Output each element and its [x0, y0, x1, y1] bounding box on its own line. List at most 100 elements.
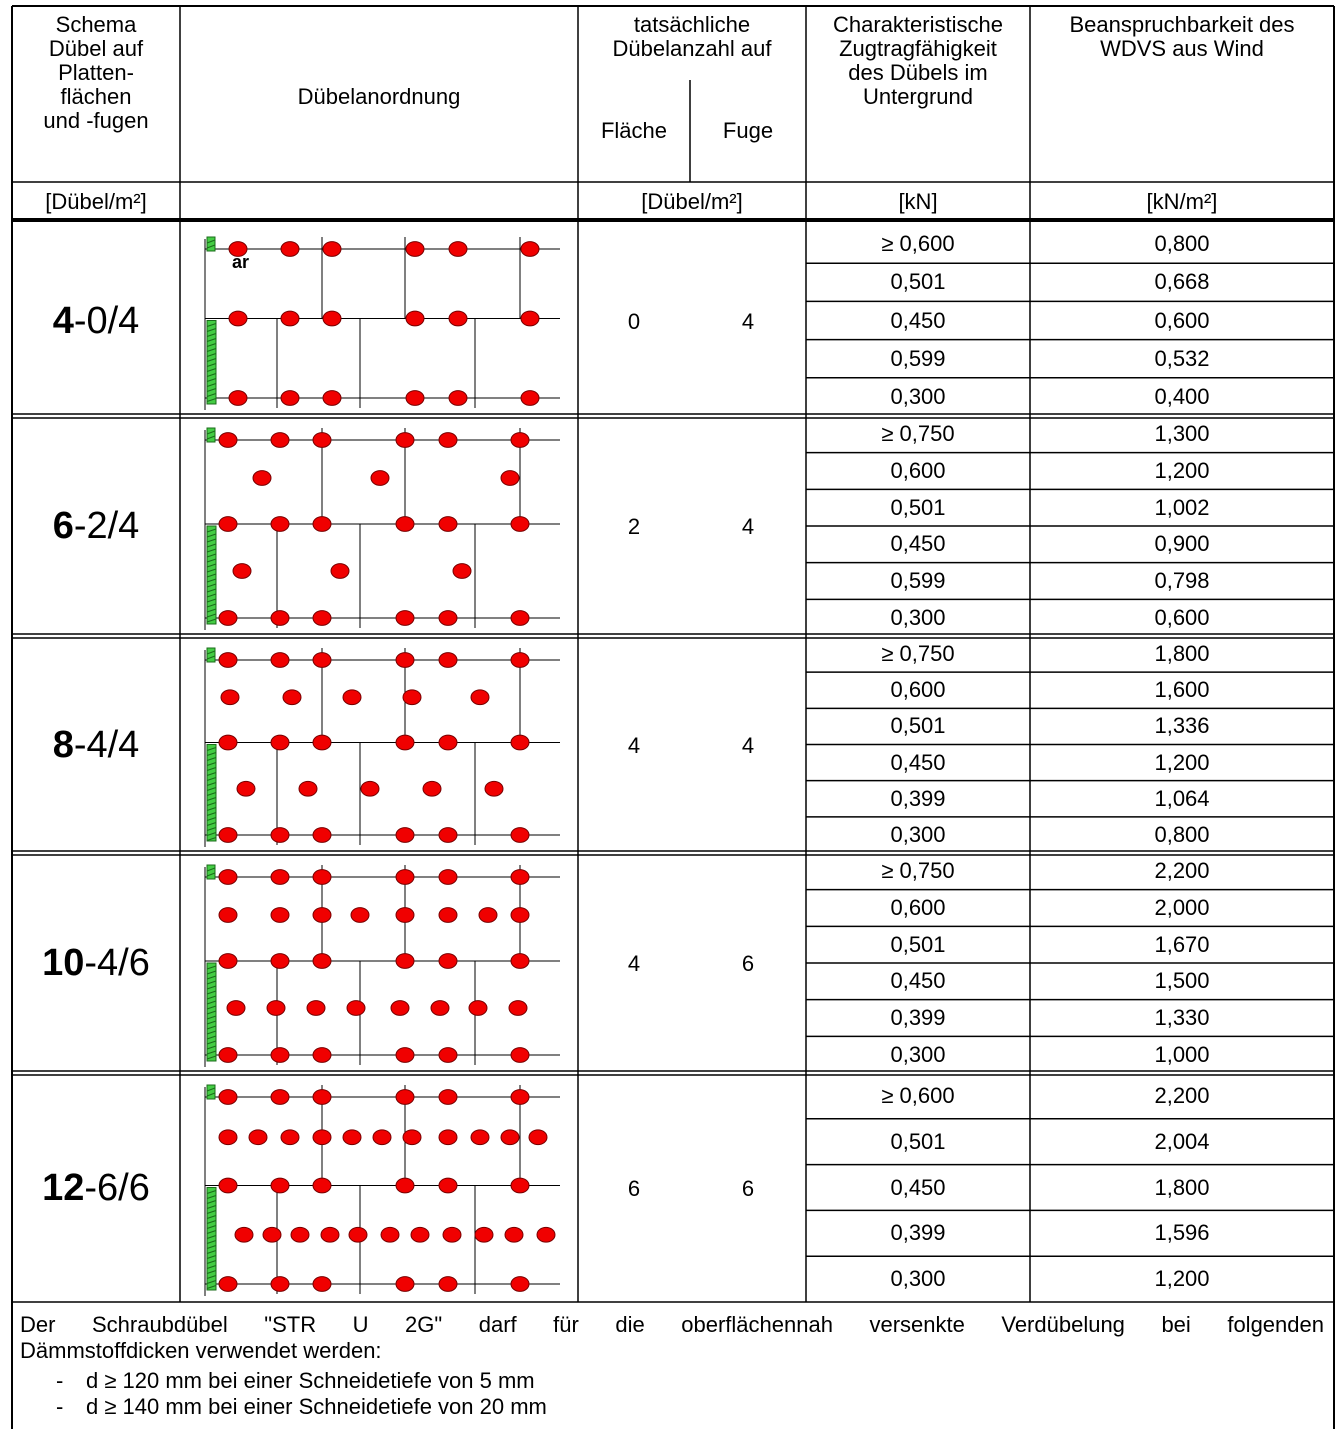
header-fuge: Fuge: [722, 118, 774, 143]
insulation-hatch: [206, 1280, 217, 1284]
char-value: 0,399: [890, 785, 946, 811]
dowel-dot: [470, 1129, 490, 1146]
dowel-dot: [510, 907, 530, 923]
dowel-dot: [312, 953, 332, 969]
dowel-dot: [478, 907, 498, 923]
dowel-dot: [410, 1226, 430, 1243]
dowel-dot: [474, 1226, 494, 1243]
dowel-dot: [228, 241, 248, 257]
dowel-dot: [270, 432, 290, 448]
insulation-hatch: [206, 1050, 217, 1055]
insulation-hatch: [206, 430, 216, 435]
dowel-dot: [218, 827, 238, 843]
dowel-dot: [218, 516, 238, 532]
wind-value: 0,532: [1154, 345, 1210, 371]
char-value: ≥ 0,750: [881, 421, 955, 447]
insulation-hatch: [206, 244, 216, 249]
note-line-2: Dämmstoffdicken verwendet werden:: [20, 1338, 382, 1363]
insulation-hatch: [206, 1195, 217, 1199]
dowel-dot: [312, 610, 332, 626]
insulation-hatch: [206, 393, 217, 397]
insulation-hatch: [206, 1285, 217, 1289]
count-flaeche: 4: [627, 951, 641, 976]
char-value: 0,300: [890, 821, 946, 847]
dowel-dot: [438, 432, 458, 448]
insulation-hatch: [206, 358, 217, 362]
dowel-dot: [270, 907, 290, 923]
dowel-dot: [218, 1129, 238, 1146]
wind-value: 1,600: [1154, 677, 1210, 703]
insulation-hatch: [206, 568, 217, 573]
dowel-dot: [510, 869, 530, 885]
schema-split: -6/6: [84, 1166, 150, 1209]
dowel-dot: [228, 390, 248, 406]
insulation-hatch: [206, 613, 217, 618]
insulation-hatch: [206, 1240, 217, 1244]
insulation-hatch: [206, 573, 217, 578]
char-value: 0,501: [890, 1128, 946, 1154]
insulation-hatch: [206, 1250, 217, 1254]
dowel-dot: [510, 1276, 530, 1292]
schema-label: 12-6/6: [12, 1168, 180, 1208]
dowel-dot: [312, 432, 332, 448]
insulation-hatch: [206, 822, 217, 826]
dowel-dot: [510, 432, 530, 448]
dowel-dot: [312, 516, 332, 532]
dowel-dot: [500, 1129, 520, 1146]
header-count-line: Dübelanzahl auf: [612, 36, 772, 61]
dowel-dot: [528, 1129, 548, 1146]
count-fuge: 4: [741, 732, 755, 758]
wind-value: 0,800: [1154, 821, 1210, 847]
insulation-hatch: [206, 1087, 216, 1092]
insulation-patch-bottom: [206, 320, 217, 405]
wind-value: 1,800: [1154, 1174, 1210, 1200]
insulation-hatch: [206, 373, 217, 377]
dowel-dot: [270, 827, 290, 843]
dowel-dot: [312, 652, 332, 668]
dowel-dot: [280, 390, 300, 406]
header-count-line: tatsächliche: [633, 12, 751, 37]
dowel-dot: [438, 869, 458, 885]
schema-split: -4/4: [73, 723, 140, 766]
header-anordnung: Dübelanordnung: [297, 84, 461, 109]
dowel-dot: [395, 1276, 415, 1292]
wind-value: 0,900: [1154, 531, 1210, 557]
schema-total: 10: [42, 942, 85, 984]
insulation-hatch: [206, 1265, 217, 1269]
insulation-hatch: [206, 1215, 217, 1219]
char-value: 0,600: [890, 895, 946, 920]
insulation-hatch: [206, 608, 217, 613]
dowel-dot: [405, 390, 425, 406]
wind-value: 2,200: [1154, 1082, 1210, 1108]
dowel-dot: [520, 390, 540, 406]
dowel-dot: [402, 689, 422, 706]
schema-total: 12: [42, 1166, 85, 1209]
dowel-dot: [395, 1177, 415, 1194]
insulation-hatch: [206, 787, 217, 791]
unit-char: [kN]: [898, 189, 938, 214]
char-value: 0,300: [890, 1266, 946, 1292]
insulation-hatch: [206, 1035, 217, 1040]
dowel-dot: [484, 780, 504, 797]
dowel-dot: [438, 827, 458, 843]
insulation-hatch: [206, 782, 217, 786]
dowel-dot: [395, 827, 415, 843]
dowel-dot: [312, 734, 332, 751]
insulation-hatch: [206, 528, 217, 533]
dowel-dot: [390, 1000, 410, 1016]
dowel-dot: [298, 780, 318, 797]
dowel-dot: [350, 907, 370, 923]
insulation-hatch: [206, 827, 217, 831]
wind-value: 1,300: [1154, 421, 1210, 447]
dowel-dot: [270, 1089, 290, 1105]
insulation-hatch: [206, 812, 217, 816]
dowel-dot: [270, 1177, 290, 1194]
note-bullet: d ≥ 120 mm bei einer Schneidetiefe von 5…: [86, 1368, 535, 1393]
dowel-dot: [342, 689, 362, 706]
dowel-dot: [270, 734, 290, 751]
dowel-dot: [220, 689, 240, 706]
insulation-patch-top: [206, 647, 216, 663]
unit-schema: [Dübel/m²]: [45, 189, 147, 214]
insulation-hatch: [206, 867, 216, 872]
dowel-dot: [438, 1276, 458, 1292]
